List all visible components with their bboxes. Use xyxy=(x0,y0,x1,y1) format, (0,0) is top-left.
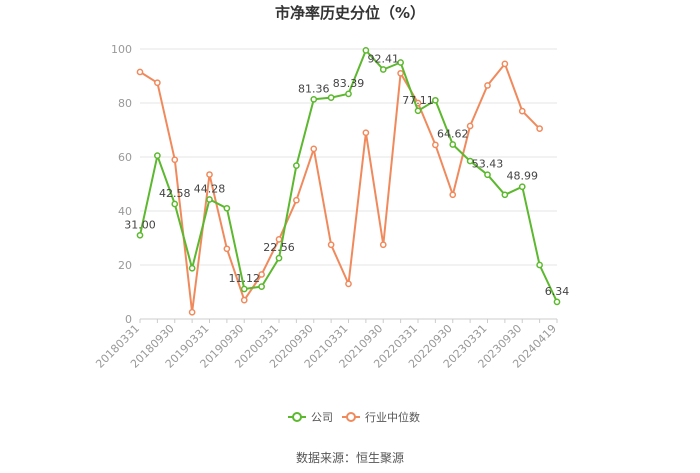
company-series-point[interactable] xyxy=(258,283,265,290)
x-axis: 2018033120180930201903312019093020200331… xyxy=(93,318,559,371)
industry-median-series-point[interactable] xyxy=(501,60,509,68)
legend-item-industry-median[interactable]: 行业中位数 xyxy=(342,410,420,424)
company-series-point[interactable] xyxy=(154,152,161,159)
y-axis: 0 20 40 60 80 100 xyxy=(111,43,132,326)
data-label: 53.43 xyxy=(472,158,504,171)
data-label: 11.12 xyxy=(229,272,261,285)
company-series-point[interactable] xyxy=(501,191,509,199)
data-label: 92.41 xyxy=(368,52,400,65)
industry-median-series-point[interactable] xyxy=(327,241,335,249)
industry-median-series-line xyxy=(139,62,541,314)
company-series-point[interactable] xyxy=(327,94,335,101)
company-series-point[interactable] xyxy=(240,285,248,293)
company-series-point[interactable] xyxy=(171,200,179,208)
industry-median-series-point[interactable] xyxy=(345,280,352,288)
company-series-point[interactable] xyxy=(206,196,213,203)
industry-median-series-point[interactable] xyxy=(188,308,196,316)
industry-median-series-point[interactable] xyxy=(154,79,161,87)
legend-item-company[interactable]: 公司 xyxy=(288,411,333,424)
company-series-point[interactable] xyxy=(536,261,543,269)
company-series-point[interactable] xyxy=(414,107,422,115)
data-label: 31.00 xyxy=(124,218,156,231)
y-tick-label: 60 xyxy=(118,151,132,164)
industry-median-series-point[interactable] xyxy=(258,271,265,278)
data-label: 22.56 xyxy=(263,241,295,254)
industry-median-series-point[interactable] xyxy=(379,241,387,249)
company-series-point[interactable] xyxy=(136,231,144,239)
y-tick-label: 0 xyxy=(125,313,132,326)
company-series-point[interactable] xyxy=(379,66,387,73)
data-label: 77.11 xyxy=(402,94,434,107)
legend[interactable]: 公司 行业中位数 xyxy=(288,410,420,424)
company-series-point[interactable] xyxy=(345,90,352,98)
data-label-layer: 31.00 42.58 44.28 11.12 22.56 81.36 83.3992.41… xyxy=(124,52,569,297)
y-tick-label: 100 xyxy=(111,43,132,56)
company-series-point[interactable] xyxy=(449,141,457,148)
legend-industry-marker xyxy=(346,412,356,422)
industry-median-series-point[interactable] xyxy=(240,296,248,304)
industry-median-series-point[interactable] xyxy=(484,82,491,89)
industry-median-series-point[interactable] xyxy=(518,107,526,115)
data-label: 48.99 xyxy=(507,170,539,183)
data-label: 81.36 xyxy=(298,82,330,95)
y-tick-label: 20 xyxy=(118,259,132,272)
chart-title: 市净率历史分位（%） xyxy=(275,4,425,22)
data-label: 64.62 xyxy=(437,128,469,141)
company-series-point[interactable] xyxy=(188,264,196,272)
company-series-point[interactable] xyxy=(293,162,300,169)
company-series-point[interactable] xyxy=(432,96,439,104)
industry-median-series-point[interactable] xyxy=(223,245,231,253)
industry-median-series-point[interactable] xyxy=(432,141,439,149)
industry-median-series-point[interactable] xyxy=(310,145,318,153)
y-tick-label: 40 xyxy=(118,205,132,218)
data-label: 83.39 xyxy=(333,77,365,90)
company-series-point[interactable] xyxy=(397,59,404,66)
company-series-point[interactable] xyxy=(310,95,318,103)
industry-median-series-point[interactable] xyxy=(397,69,404,77)
industry-median-series-point[interactable] xyxy=(449,191,457,199)
company-series-point[interactable] xyxy=(275,254,283,262)
industry-median-series-point[interactable] xyxy=(206,171,213,178)
industry-median-series-point[interactable] xyxy=(466,122,474,130)
industry-median-series-point[interactable] xyxy=(362,129,370,137)
industry-median-series-point[interactable] xyxy=(536,125,543,132)
data-source: 数据来源：恒生聚源 xyxy=(296,450,404,465)
legend-company-label: 公司 xyxy=(311,411,333,424)
company-series-point[interactable] xyxy=(553,298,561,306)
industry-median-series-point[interactable] xyxy=(136,68,144,76)
legend-industry-label: 行业中位数 xyxy=(365,410,420,424)
company-series-point[interactable] xyxy=(362,47,370,54)
data-label: 44.28 xyxy=(194,182,226,195)
company-series-point[interactable] xyxy=(466,157,474,165)
industry-median-series-point[interactable] xyxy=(171,156,179,164)
industry-median-series-point[interactable] xyxy=(293,196,300,204)
company-series-point[interactable] xyxy=(518,183,526,191)
legend-company-marker xyxy=(292,412,302,422)
company-series-point[interactable] xyxy=(223,204,231,212)
company-series-point[interactable] xyxy=(484,171,491,179)
series-layer xyxy=(136,47,561,316)
y-tick-label: 80 xyxy=(118,97,132,110)
data-label: 42.58 xyxy=(159,187,191,200)
data-label: 6.34 xyxy=(545,285,570,298)
